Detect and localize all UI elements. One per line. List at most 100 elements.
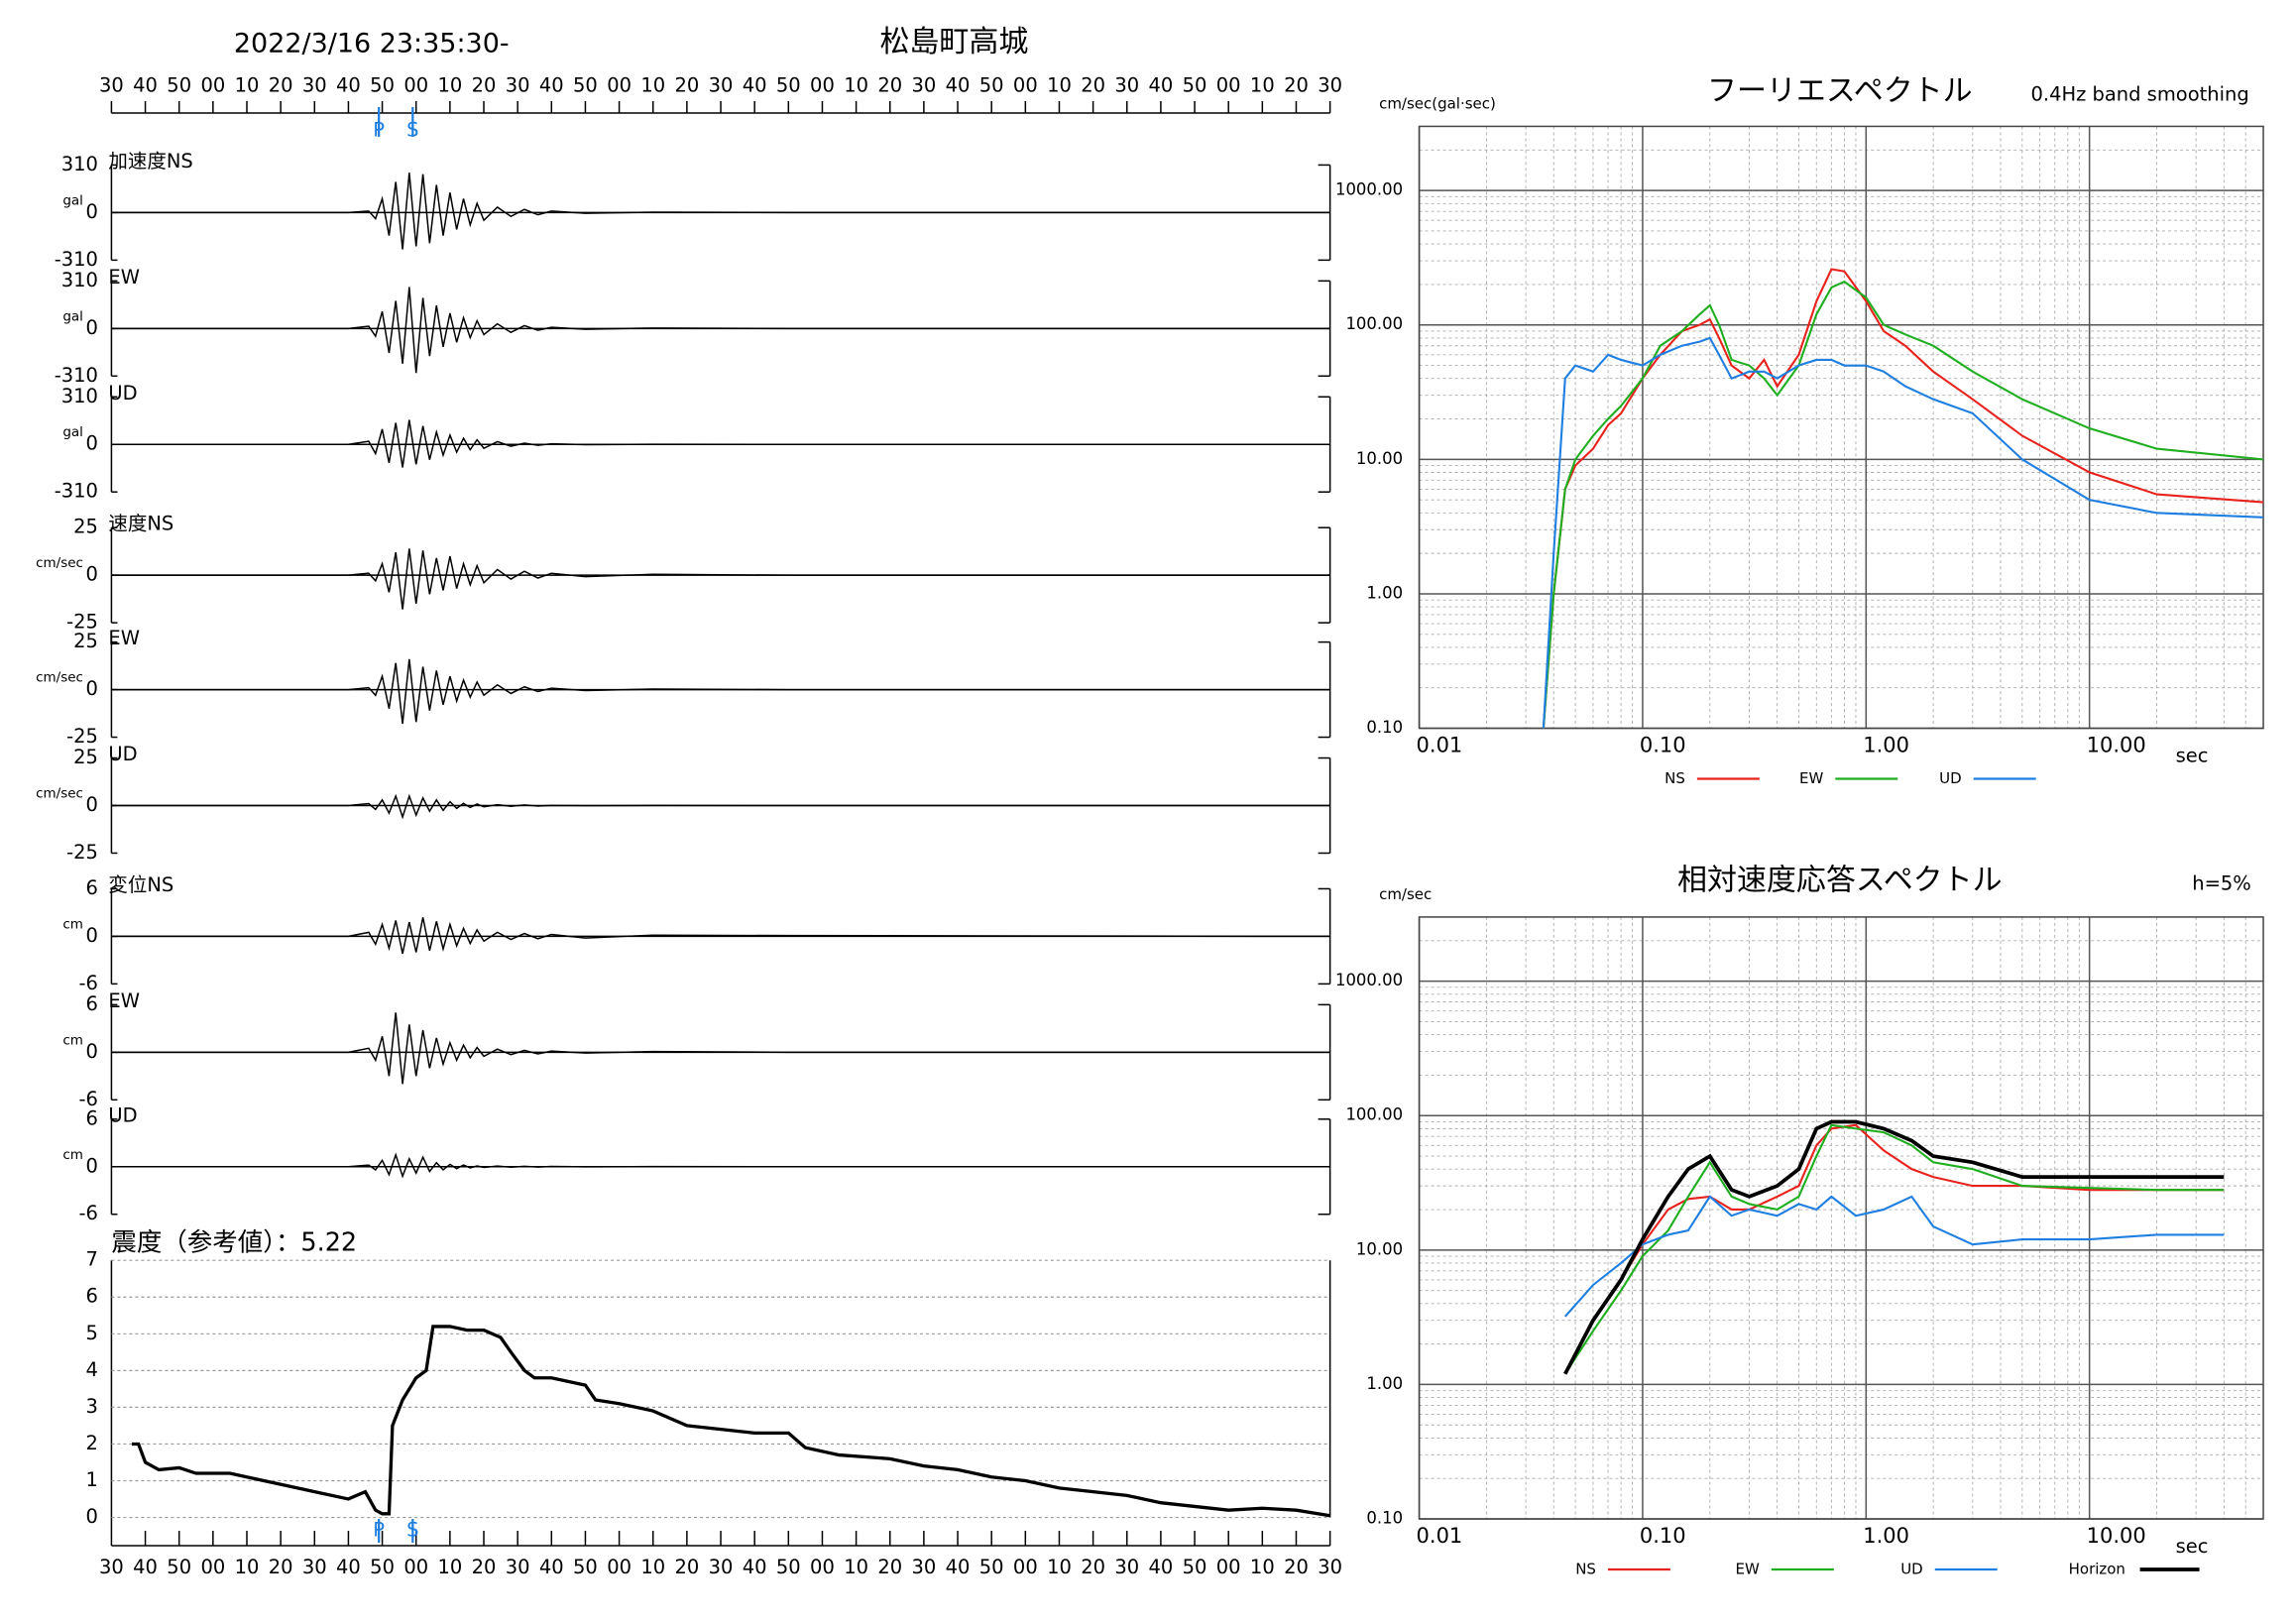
x-tick-label: 20 [1081, 73, 1105, 96]
y-tick-label: 1 [86, 1468, 98, 1491]
legend-label: UD [1900, 1561, 1923, 1578]
y-tick-label: 0 [86, 563, 98, 586]
x-tick-label: 30 [506, 73, 530, 96]
intensity-line [131, 1325, 1330, 1518]
x-tick-label: 10 [640, 1556, 665, 1578]
panel-name: EW [108, 266, 140, 289]
y-tick-label: 25 [73, 630, 98, 652]
x-tick-label: 10.00 [2087, 734, 2146, 757]
waveform [111, 419, 1330, 468]
x-tick-label: 20 [877, 73, 902, 96]
y-tick-label: 6 [86, 876, 98, 899]
y-tick-label: 0 [86, 200, 98, 223]
station: 松島町高城 [879, 25, 1028, 59]
x-tick-label: 10 [844, 73, 868, 96]
waveform [111, 793, 1330, 820]
y-tick-label: -6 [79, 1088, 98, 1110]
x-tick-label: 40 [743, 1556, 767, 1578]
x-tick-label: 10 [235, 73, 260, 96]
x-tick-label: 20 [1081, 1556, 1105, 1578]
x-tick-label: 00 [200, 73, 225, 96]
x-tick-label: 40 [743, 73, 767, 96]
y-tick-label: 0 [86, 1040, 98, 1063]
x-tick-label: 1.00 [1863, 1524, 1909, 1548]
x-tick-label: 40 [133, 73, 158, 96]
x-tick-label: 50 [1183, 73, 1207, 96]
panel-name: 速度NS [108, 513, 173, 535]
y-tick-label: -310 [55, 248, 98, 271]
chart-subtitle: 0.4Hz band smoothing [2031, 82, 2249, 105]
x-tick-label: 50 [167, 73, 191, 96]
x-tick-label: 20 [269, 73, 293, 96]
y-tick-label: 4 [86, 1358, 98, 1381]
chart-subtitle: h=5% [2192, 871, 2251, 894]
waveform [111, 173, 1330, 250]
x-tick-label: 40 [946, 73, 971, 96]
x-tick-label: 10 [1250, 73, 1275, 96]
series-line [1563, 1119, 2225, 1375]
x-tick-label: 10 [437, 73, 462, 96]
x-tick-label: 00 [1216, 1556, 1241, 1578]
x-tick-label: 30 [709, 73, 734, 96]
plot-frame [1418, 125, 2264, 730]
series-line [1563, 1123, 2225, 1375]
y-tick-label: -310 [55, 480, 98, 503]
x-tick-label: 20 [472, 1556, 497, 1578]
y-tick-label: 0 [86, 1505, 98, 1528]
x-tick-label: 20 [269, 1556, 293, 1578]
x-tick-label: 00 [403, 73, 428, 96]
unit-label: cm/sec [36, 786, 83, 802]
phase-label: P [373, 1519, 385, 1542]
x-tick-label: 0.01 [1417, 1524, 1463, 1548]
unit-label: cm [62, 916, 83, 932]
phase-label: P [373, 118, 385, 141]
x-tick-label: 30 [506, 1556, 530, 1578]
panel-name: UD [108, 1103, 137, 1126]
x-tick-label: 30 [1114, 1556, 1139, 1578]
x-tick-label: 30 [99, 1556, 124, 1578]
phase-label: S [406, 1519, 418, 1542]
x-tick-label: 20 [674, 1556, 699, 1578]
intensity-title: 震度（参考値）：5.22 [111, 1228, 357, 1258]
x-tick-label: 0.10 [1640, 1524, 1686, 1548]
x-tick-label: 00 [810, 73, 835, 96]
y-tick-label: -310 [55, 364, 98, 387]
y-axis-label: cm/sec(gal·sec) [1379, 94, 1496, 112]
y-tick-label: 25 [73, 746, 98, 768]
x-tick-label: 20 [674, 73, 699, 96]
datetime: 2022/3/16 23:35:30- [234, 29, 510, 59]
waveform [111, 1152, 1330, 1179]
x-tick-label: 30 [912, 1556, 937, 1578]
waveform [111, 287, 1330, 374]
legend-label: Horizon [2069, 1561, 2125, 1578]
x-tick-label: 50 [167, 1556, 191, 1578]
x-tick-label: 10.00 [2087, 1524, 2146, 1548]
x-tick-label: 00 [1013, 1556, 1038, 1578]
y-tick-label: 3 [86, 1395, 98, 1418]
y-tick-label: -6 [79, 972, 98, 994]
x-tick-label: 30 [709, 1556, 734, 1578]
unit-label: cm/sec [36, 555, 83, 571]
x-tick-label: 00 [607, 1556, 631, 1578]
panel-name: UD [108, 382, 137, 405]
x-tick-label: 50 [776, 1556, 801, 1578]
x-tick-label: 00 [607, 73, 631, 96]
x-tick-label: 00 [200, 1556, 225, 1578]
x-tick-label: 10 [844, 1556, 868, 1578]
y-tick-label: 310 [61, 153, 98, 175]
y-tick-label: 1.00 [1366, 1374, 1403, 1393]
y-tick-label: 0 [86, 793, 98, 816]
y-tick-label: 5 [86, 1322, 98, 1344]
y-tick-label: 2 [86, 1432, 98, 1454]
x-tick-label: 50 [573, 1556, 598, 1578]
chart-title: 相対速度応答スペクトル [1677, 863, 2003, 897]
panel-name: EW [108, 989, 140, 1012]
y-tick-label: 0.10 [1366, 718, 1403, 737]
y-tick-label: -6 [79, 1202, 98, 1224]
x-tick-label: 30 [1318, 73, 1342, 96]
series-line [1542, 268, 2264, 729]
y-tick-label: 6 [86, 992, 98, 1015]
y-tick-label: 100.00 [1345, 314, 1403, 333]
waveform [111, 658, 1330, 725]
